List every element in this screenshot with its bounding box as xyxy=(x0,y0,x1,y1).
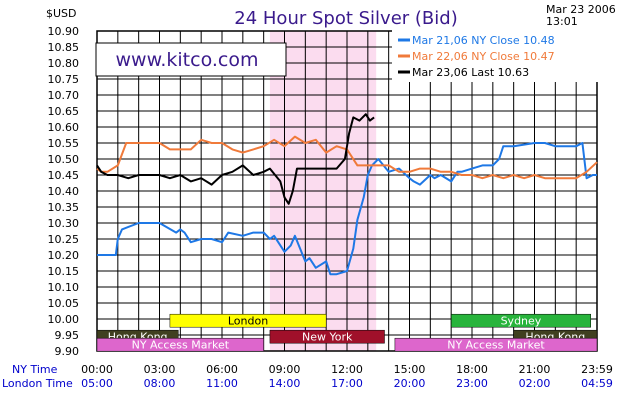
y-tick-label: 10.65 xyxy=(48,105,80,118)
y-tick-label: 10.20 xyxy=(48,249,80,262)
ny-time-tick: 03:00 xyxy=(144,363,176,376)
session-label: London xyxy=(228,315,268,328)
session-bar xyxy=(450,313,591,328)
source-text: www.kitco.com xyxy=(115,49,258,71)
ny-time-tick: 06:00 xyxy=(206,363,238,376)
y-axis-unit-label: $USD xyxy=(46,7,77,20)
session-bar xyxy=(96,337,264,352)
y-tick-label: 10.60 xyxy=(48,121,80,134)
y-tick-label: 10.90 xyxy=(48,25,80,38)
legend: Mar 21,06 NY Close 10.48 Mar 22,06 NY Clo… xyxy=(398,34,555,79)
y-tick-label: 10.00 xyxy=(48,313,80,326)
london-time-tick: 04:59 xyxy=(581,377,613,390)
london-time-tick: 17:00 xyxy=(331,377,363,390)
y-tick-label: 10.75 xyxy=(48,73,80,86)
y-tick-label: 10.70 xyxy=(48,89,80,102)
y-tick-label: 9.90 xyxy=(55,345,80,358)
london-time-tick: 23:00 xyxy=(456,377,488,390)
y-tick-label: 10.10 xyxy=(48,281,80,294)
london-time-tick: 20:00 xyxy=(394,377,426,390)
london-time-tick: 11:00 xyxy=(206,377,238,390)
session-label: Sydney xyxy=(501,315,542,328)
series-line xyxy=(96,113,375,205)
legend-label: Mar 21,06 NY Close 10.48 xyxy=(412,34,555,47)
ny-time-tick: 09:00 xyxy=(269,363,301,376)
series-line xyxy=(97,142,597,276)
legend-box xyxy=(392,30,598,82)
london-time-tick: 08:00 xyxy=(144,377,176,390)
plot-frame xyxy=(96,30,598,352)
legend-label: Mar 23,06 Last 10.63 xyxy=(412,66,529,79)
source-box xyxy=(95,42,287,77)
y-tick-label: 10.05 xyxy=(48,297,80,310)
session-label: New York xyxy=(302,331,353,344)
ny-time-tick: 21:00 xyxy=(519,363,551,376)
series-line xyxy=(96,135,598,180)
ny-time-tick: 23:59 xyxy=(581,363,613,376)
y-tick-label: 10.40 xyxy=(48,185,80,198)
session-bar xyxy=(394,337,598,352)
london-time-tick: 14:00 xyxy=(269,377,301,390)
y-tick-label: 10.85 xyxy=(48,41,80,54)
session-bar xyxy=(169,313,327,328)
y-tick-label: 10.30 xyxy=(48,217,80,230)
london-time-tick: 05:00 xyxy=(81,377,113,390)
session-bar xyxy=(269,329,385,344)
y-tick-label: 10.35 xyxy=(48,201,80,214)
y-tick-label: 9.95 xyxy=(55,329,80,342)
chart-title: 24 Hour Spot Silver (Bid) xyxy=(234,8,457,29)
ny-time-tick: 18:00 xyxy=(456,363,488,376)
y-tick-label: 10.50 xyxy=(48,153,80,166)
y-tick-label: 10.55 xyxy=(48,137,80,150)
legend-label: Mar 22,06 NY Close 10.47 xyxy=(412,50,555,63)
chart-time: 13:01 xyxy=(546,15,578,28)
ny-time-tick: 12:00 xyxy=(331,363,363,376)
chart-date: Mar 23 2006 xyxy=(546,3,616,16)
y-axis-ticks: 10.90 10.85 10.80 10.75 10.70 10.65 10.60 10.55… xyxy=(48,25,80,358)
y-tick-label: 10.80 xyxy=(48,57,80,70)
ny-time-label: NY Time xyxy=(12,363,58,376)
ny-time-tick: 15:00 xyxy=(394,363,426,376)
london-time-tick: 02:00 xyxy=(519,377,551,390)
y-tick-label: 10.25 xyxy=(48,233,80,246)
y-tick-label: 10.45 xyxy=(48,169,80,182)
y-tick-label: 10.15 xyxy=(48,265,80,278)
london-time-label: London Time xyxy=(2,377,73,390)
session-label: NY Access Market xyxy=(447,339,545,352)
ny-time-tick: 00:00 xyxy=(81,363,113,376)
session-label: NY Access Market xyxy=(132,339,230,352)
